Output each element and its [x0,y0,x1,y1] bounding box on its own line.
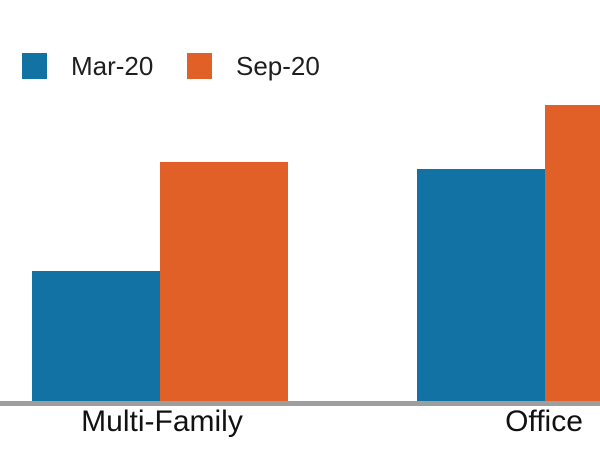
legend: Mar-20 Sep-20 [0,53,600,79]
bar-mar-20-office [417,169,545,401]
bar-mar-20-multi-family [32,271,160,401]
legend-swatch-mar-20-icon [22,53,47,79]
x-axis-baseline [0,401,600,406]
bar-sep-20-multi-family [160,162,288,401]
legend-label-mar-20: Mar-20 [71,51,154,81]
bar-sep-20-office [545,105,600,401]
legend-label-sep-20: Sep-20 [236,51,320,81]
x-axis-label-office: Office [505,405,583,438]
x-axis-label-multi-family: Multi-Family [81,405,243,438]
legend-item-sep-20: Sep-20 [187,53,320,79]
legend-swatch-sep-20-icon [187,53,212,79]
legend-item-mar-20: Mar-20 [22,53,153,79]
